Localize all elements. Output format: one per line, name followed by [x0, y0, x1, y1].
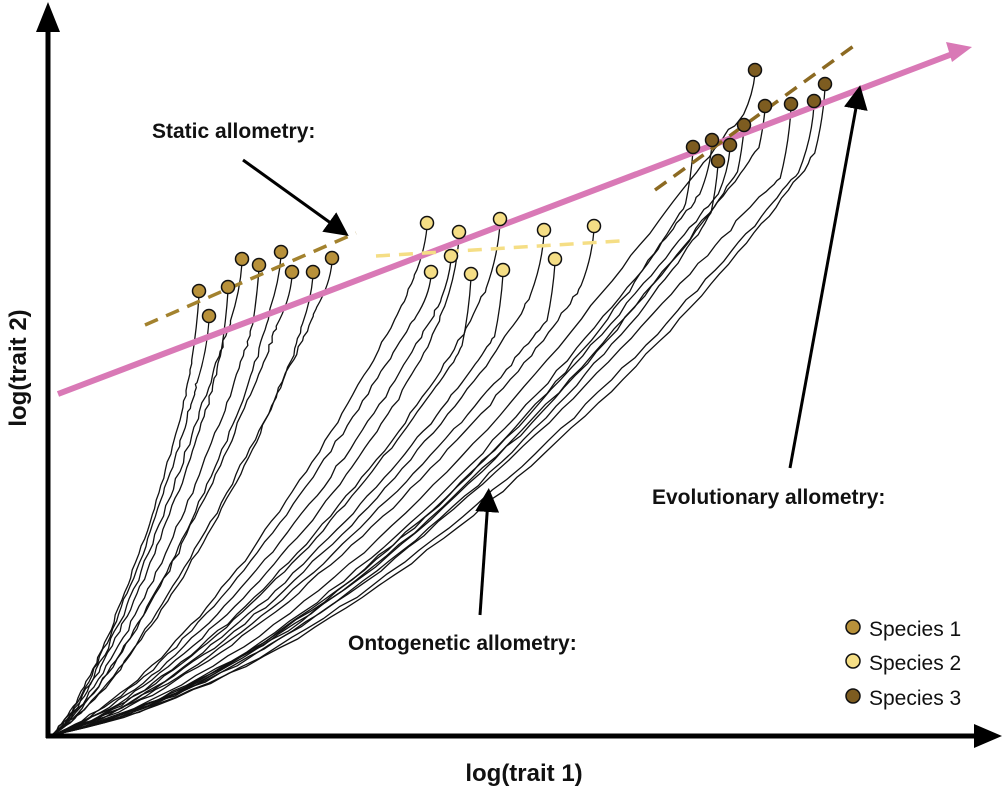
adult-point-species-2: [536, 222, 552, 238]
adult-point-species-2: [443, 248, 459, 264]
adult-point-species-2: [495, 262, 511, 278]
adult-point-species-1: [220, 279, 236, 295]
y-axis-label: log(trait 2): [5, 309, 32, 426]
adult-point-species-3: [736, 117, 752, 133]
ontogenetic-trajectory-species-2: [51, 235, 460, 736]
adult-point-species-1: [284, 264, 300, 280]
legend-marker-species-2: [845, 653, 861, 669]
legend: Species 1 Species 2 Species 3: [845, 618, 961, 710]
ontogenetic-allometry-arrow: [475, 488, 500, 616]
ontogenetic-trajectory-species-1: [51, 275, 314, 736]
adult-point-species-2: [586, 218, 602, 234]
x-axis: [46, 724, 1002, 748]
adult-specimen-points: [191, 62, 833, 324]
ontogenetic-trajectory-species-3: [51, 109, 766, 736]
ontogenetic-trajectory-species-3: [51, 143, 713, 736]
ontogenetic-trajectory-species-2: [51, 222, 501, 736]
adult-point-species-1: [234, 251, 250, 267]
adult-point-species-2: [423, 264, 439, 280]
ontogenetic-trajectory-species-2: [51, 273, 504, 736]
adult-point-species-2: [492, 211, 508, 227]
adult-point-species-3: [817, 76, 833, 92]
ontogenetic-trajectory-species-2: [51, 226, 428, 736]
ontogenetic-trajectory-species-2: [51, 275, 432, 736]
ontogenetic-trajectory-species-2: [51, 262, 556, 736]
adult-point-species-3: [722, 137, 738, 153]
static-allometry-line-species-1: [144, 231, 357, 327]
ontogenetic-trajectory-species-1: [51, 294, 200, 736]
evolutionary-allometry-label: Evolutionary allometry:: [652, 486, 885, 509]
ontogenetic-trajectory-species-1: [51, 275, 293, 736]
ontogenetic-trajectory-species-1: [51, 319, 210, 736]
ontogenetic-trajectory-species-3: [51, 104, 815, 736]
evolutionary-allometry-arrow: [788, 85, 868, 469]
legend-label-species-1: Species 1: [869, 618, 961, 641]
y-axis: [36, 2, 60, 738]
adult-point-species-2: [463, 266, 479, 282]
static-allometry-arrow: [242, 158, 349, 237]
legend-marker-species-1: [845, 619, 861, 635]
adult-point-species-3: [747, 62, 763, 78]
ontogenetic-trajectory-species-2: [51, 259, 452, 736]
ontogenetic-trajectory-species-3: [51, 87, 826, 736]
ontogenetic-allometry-label: Ontogenetic allometry:: [348, 632, 577, 655]
static-allometry-line-species-2: [375, 239, 621, 258]
adult-point-species-2: [419, 215, 435, 231]
ontogenetic-trajectory-species-2: [51, 229, 595, 736]
ontogenetic-trajectory-species-2: [51, 233, 545, 736]
legend-marker-species-3: [845, 688, 861, 704]
x-axis-label: log(trait 1): [465, 760, 582, 787]
adult-point-species-2: [451, 224, 467, 240]
adult-point-species-1: [305, 264, 321, 280]
adult-point-species-3: [806, 93, 822, 109]
evolutionary-allometry-line: [56, 42, 972, 397]
static-allometry-line-species-3: [653, 43, 857, 192]
adult-point-species-1: [191, 283, 207, 299]
adult-point-species-1: [251, 257, 267, 273]
adult-point-species-3: [710, 153, 726, 169]
legend-label-species-2: Species 2: [869, 652, 961, 675]
ontogenetic-trajectories: [51, 73, 826, 736]
adult-point-species-3: [704, 132, 720, 148]
adult-point-species-3: [783, 96, 799, 112]
ontogenetic-trajectory-species-3: [51, 128, 745, 736]
adult-point-species-2: [547, 251, 563, 267]
ontogenetic-trajectory-species-1: [51, 290, 229, 736]
adult-point-species-1: [273, 244, 289, 260]
ontogenetic-trajectory-species-2: [51, 277, 472, 736]
ontogenetic-trajectory-species-1: [51, 268, 260, 736]
legend-label-species-3: Species 3: [869, 687, 961, 710]
static-allometry-label: Static allometry:: [152, 120, 315, 143]
ontogenetic-trajectory-species-3: [51, 164, 719, 736]
adult-point-species-1: [201, 308, 217, 324]
adult-point-species-1: [324, 250, 340, 266]
adult-point-species-3: [757, 98, 773, 114]
ontogenetic-trajectory-species-1: [51, 261, 333, 736]
adult-point-species-3: [685, 139, 701, 155]
ontogenetic-trajectory-species-3: [51, 107, 792, 736]
